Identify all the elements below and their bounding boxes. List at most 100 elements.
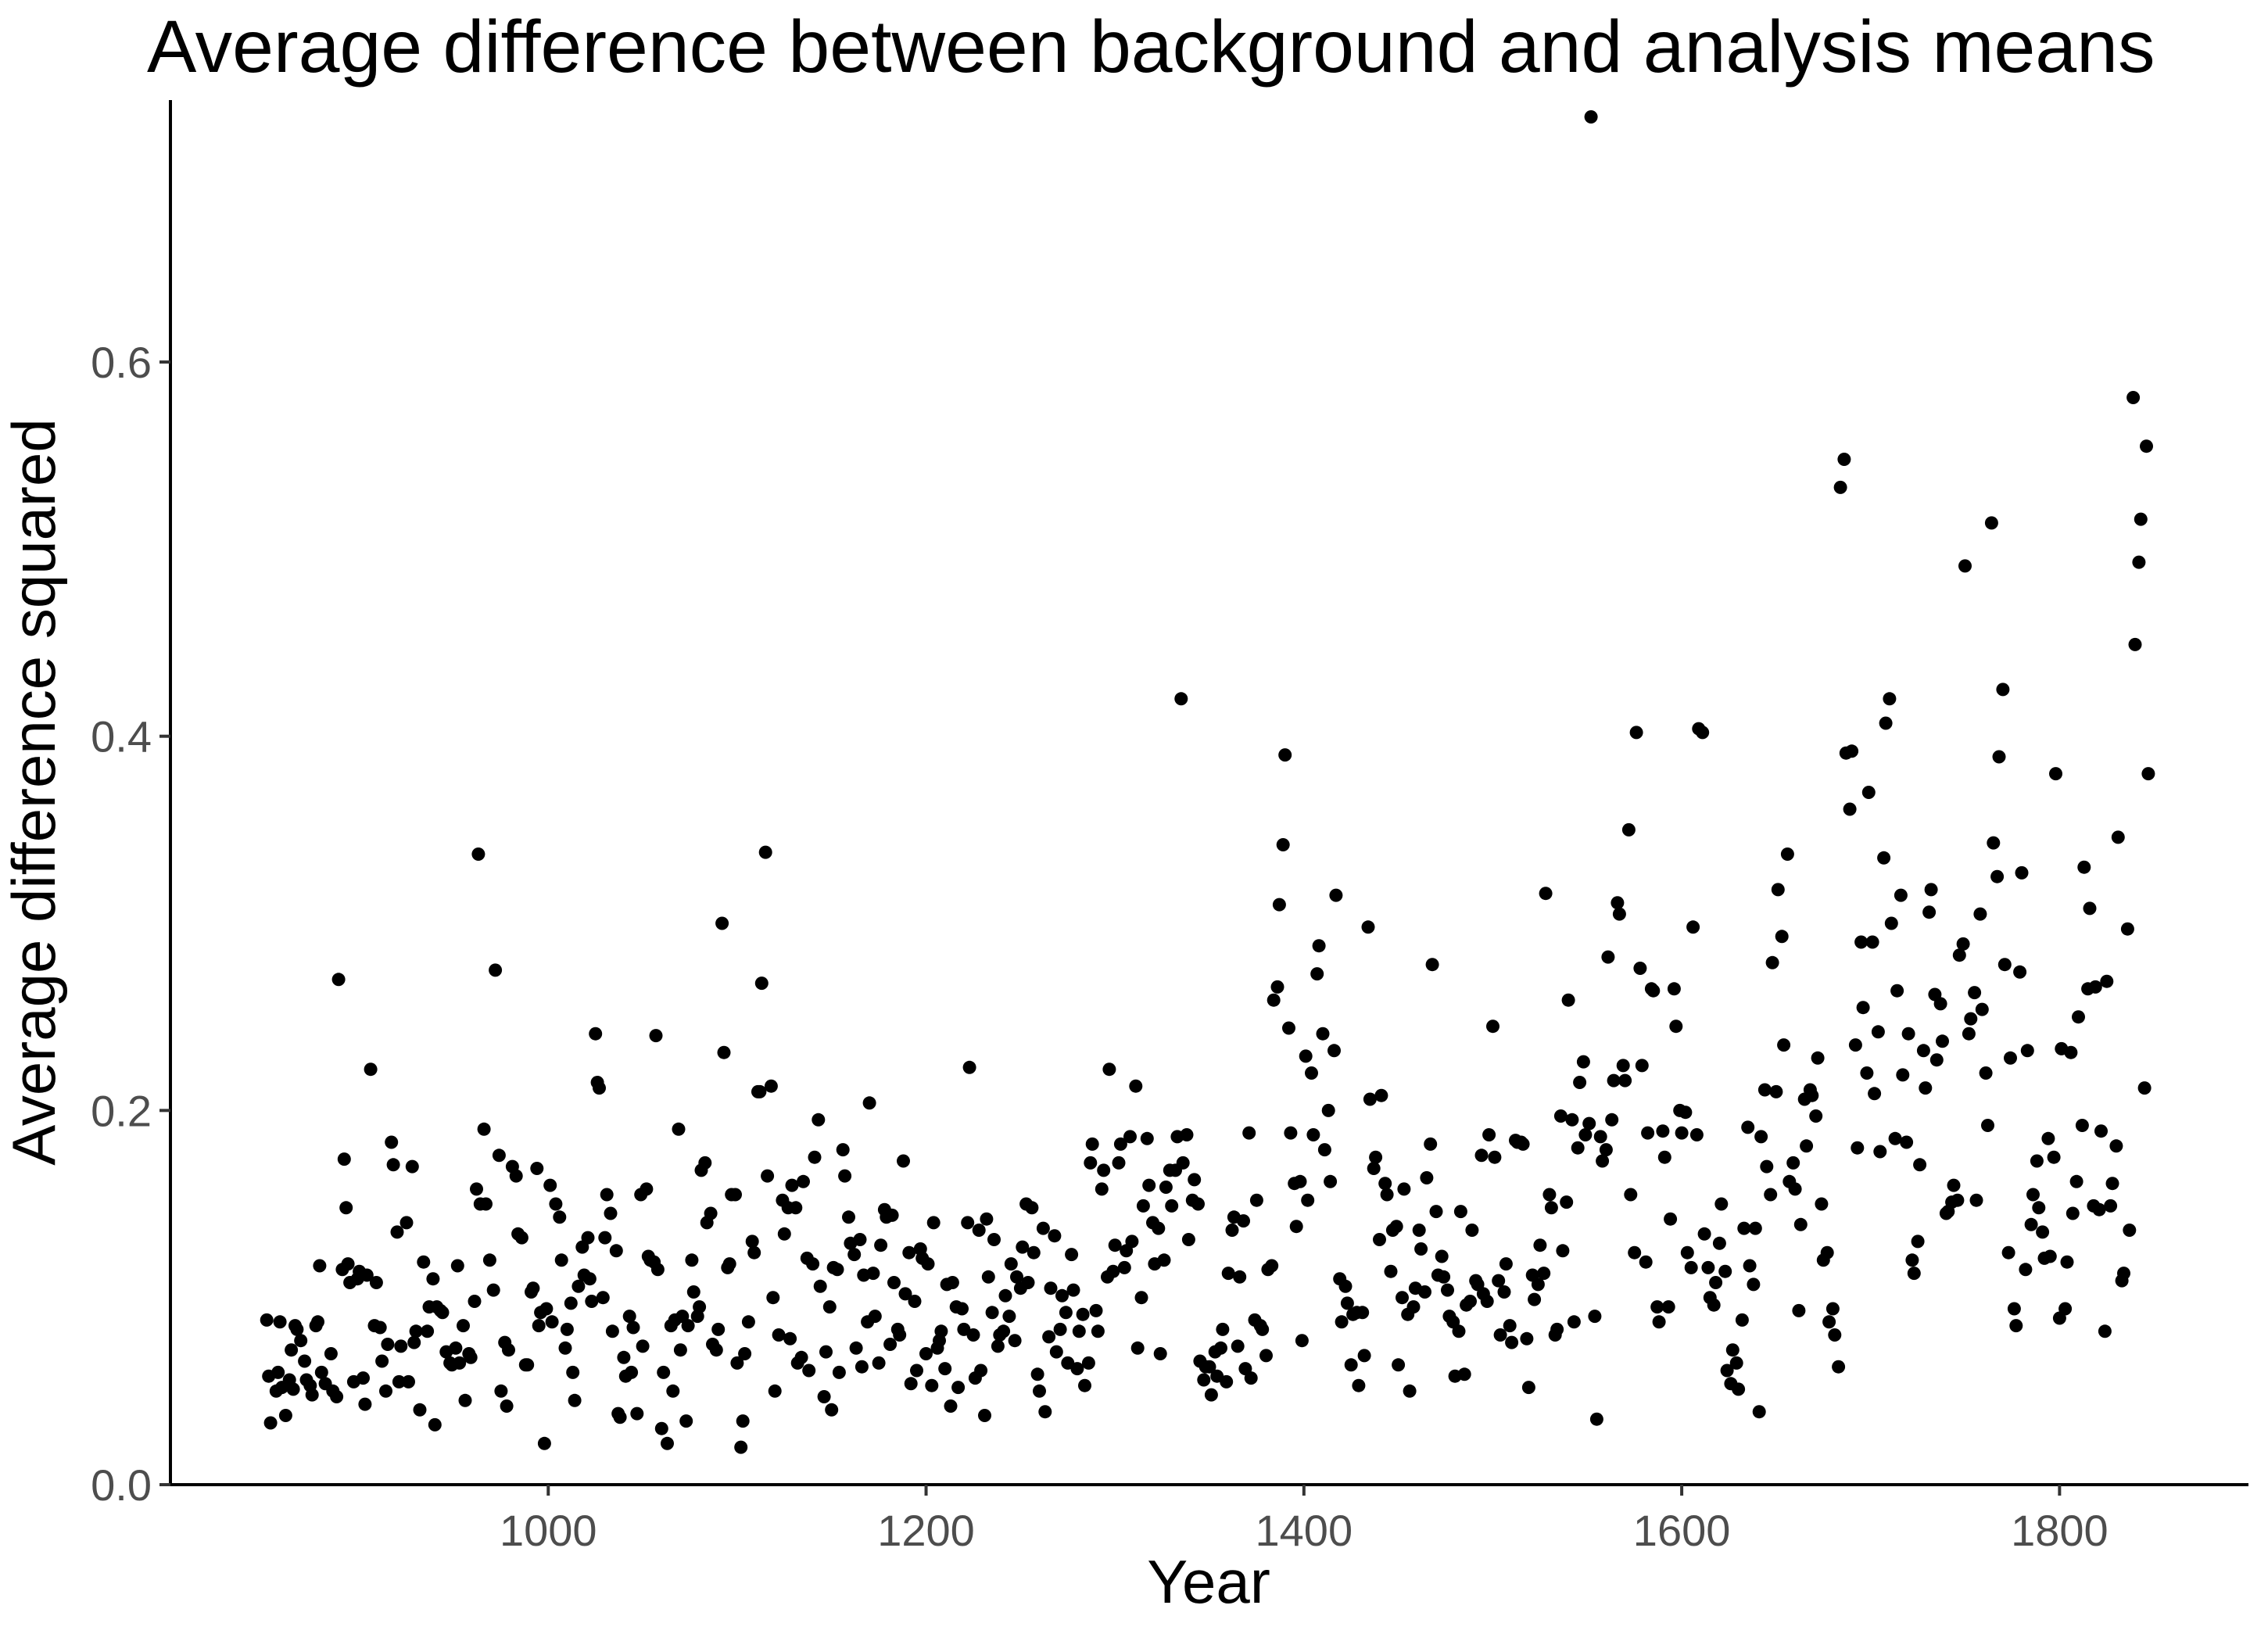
data-point xyxy=(1707,1298,1721,1312)
data-point xyxy=(797,1174,810,1188)
data-point xyxy=(1975,1002,1989,1016)
data-point xyxy=(407,1335,421,1349)
data-point xyxy=(482,1253,496,1267)
data-point xyxy=(1856,1001,1870,1015)
data-point xyxy=(1480,1295,1494,1308)
data-point xyxy=(1486,1019,1499,1034)
data-point xyxy=(1793,1217,1808,1231)
data-point xyxy=(2032,1201,2046,1215)
data-point xyxy=(1384,1264,1398,1278)
data-point xyxy=(1958,559,1972,573)
data-point xyxy=(974,1363,988,1378)
data-point xyxy=(2072,1010,2085,1024)
data-point xyxy=(1684,1260,1698,1274)
data-point xyxy=(1650,1300,1664,1314)
data-point xyxy=(1635,1059,1649,1073)
data-point xyxy=(1792,1303,1806,1317)
data-point xyxy=(1901,1027,1915,1041)
data-point xyxy=(2069,1174,2083,1188)
data-point xyxy=(761,1169,775,1183)
data-point xyxy=(1329,888,1343,902)
data-point xyxy=(1130,1341,1145,1355)
data-point xyxy=(1403,1384,1417,1398)
data-point xyxy=(1406,1300,1421,1314)
data-point xyxy=(1624,1188,1638,1202)
data-point xyxy=(1788,1182,1802,1196)
data-point xyxy=(324,1347,338,1360)
data-point xyxy=(1344,1358,1358,1372)
data-point xyxy=(1720,1363,1734,1378)
data-point xyxy=(753,1084,767,1098)
data-point xyxy=(1367,1162,1381,1175)
data-point xyxy=(2013,965,2027,979)
data-point xyxy=(358,1397,372,1411)
data-point xyxy=(1129,1079,1143,1093)
data-point xyxy=(1106,1264,1120,1278)
data-point xyxy=(1425,958,1439,972)
data-point xyxy=(494,1384,508,1398)
data-point xyxy=(1030,1367,1044,1381)
data-point xyxy=(730,1356,744,1370)
data-point xyxy=(2104,1199,2118,1213)
data-point xyxy=(785,1178,799,1192)
data-point xyxy=(294,1334,308,1348)
data-point xyxy=(794,1350,808,1364)
data-point xyxy=(285,1343,299,1357)
data-point xyxy=(2128,637,2142,651)
data-point xyxy=(489,963,503,977)
data-point xyxy=(1453,1205,1467,1219)
data-point xyxy=(1159,1181,1173,1194)
data-point xyxy=(1661,1300,1675,1314)
y-tick-label: 0.0 xyxy=(91,1460,152,1510)
data-point xyxy=(1270,980,1284,994)
data-point xyxy=(1520,1331,1534,1346)
data-point xyxy=(1259,1349,1273,1363)
data-point xyxy=(1933,997,1947,1011)
data-point xyxy=(585,1295,599,1308)
data-point xyxy=(1276,838,1290,851)
data-point xyxy=(479,1197,493,1211)
data-point xyxy=(1516,1137,1530,1151)
data-point xyxy=(1497,1285,1511,1299)
data-point xyxy=(1845,744,1859,758)
data-point xyxy=(1010,1270,1023,1284)
data-point xyxy=(1854,935,1869,949)
data-point xyxy=(2105,1177,2119,1191)
data-point xyxy=(1537,1267,1551,1281)
data-point xyxy=(1979,1066,1993,1080)
data-point xyxy=(1464,1295,1477,1308)
data-point xyxy=(582,1272,597,1286)
data-point xyxy=(2137,1081,2152,1095)
data-point xyxy=(566,1365,580,1379)
data-point xyxy=(1091,1324,1105,1338)
data-point xyxy=(2001,1245,2015,1260)
data-point xyxy=(1123,1130,1137,1144)
data-point xyxy=(399,1216,414,1230)
data-point xyxy=(934,1324,948,1338)
data-point xyxy=(2083,901,2097,916)
data-point xyxy=(1679,1105,1693,1120)
data-point xyxy=(1089,1303,1103,1317)
data-point xyxy=(568,1393,582,1407)
data-point xyxy=(1414,1242,1428,1256)
data-point xyxy=(1826,1302,1840,1316)
data-point xyxy=(1861,786,1876,799)
data-point xyxy=(449,1341,463,1355)
data-point xyxy=(558,1341,572,1355)
data-point xyxy=(2088,980,2102,994)
data-point xyxy=(1153,1347,1167,1360)
data-point xyxy=(385,1135,399,1149)
data-point xyxy=(331,973,346,987)
data-point xyxy=(1599,1143,1613,1157)
data-point xyxy=(789,1201,803,1215)
data-point xyxy=(1027,1245,1041,1260)
data-point xyxy=(1531,1277,1545,1292)
data-point xyxy=(1576,1055,1590,1069)
data-point xyxy=(379,1384,392,1398)
data-point xyxy=(812,1113,826,1127)
data-point xyxy=(1025,1201,1039,1215)
data-point xyxy=(1095,1182,1109,1196)
data-point xyxy=(2100,974,2114,988)
data-point xyxy=(1216,1322,1230,1336)
data-point xyxy=(2009,1319,2023,1333)
